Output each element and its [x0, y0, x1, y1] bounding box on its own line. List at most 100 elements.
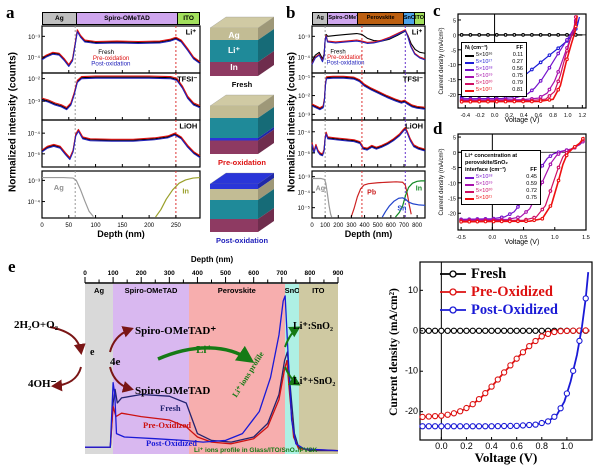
panel-e-depth-axis: 0 100 200 300 400 500 600 700 800 900 [83, 270, 344, 284]
svg-text:10⁻⁴: 10⁻⁴ [28, 55, 41, 62]
svg-text:-20: -20 [448, 93, 456, 99]
svg-text:-10: -10 [405, 366, 418, 376]
svg-text:Fresh: Fresh [330, 49, 345, 55]
stack-box-post-oxidation [209, 172, 275, 232]
jv-ylabel: Current density (mA/cm²) [388, 288, 400, 416]
svg-text:10: 10 [408, 285, 418, 295]
svg-text:TFSI⁻: TFSI⁻ [403, 74, 423, 83]
svg-text:1.5: 1.5 [582, 235, 590, 241]
panel-a-layer-bar: Ag Spiro-OMeTAD ITO [42, 12, 200, 25]
band-label: Perovskite [217, 286, 256, 295]
svg-text:600: 600 [386, 223, 397, 229]
svg-text:0: 0 [310, 223, 314, 229]
panel-b-xlabel: Depth (nm) [344, 229, 393, 239]
svg-text:10⁻⁵: 10⁻⁵ [298, 205, 311, 212]
svg-text:Pre-oxidation: Pre-oxidation [93, 55, 130, 62]
svg-text:10⁻⁴: 10⁻⁴ [28, 199, 41, 206]
svg-text:-20: -20 [448, 212, 456, 218]
layer-segment-Ag: Ag [313, 13, 328, 24]
stack-box-pre-oxidation [209, 94, 275, 154]
svg-text:0: 0 [83, 270, 87, 277]
panel-d-legend: Li⁺ concentration at perovskite/SnO₂ inter… [461, 150, 541, 205]
svg-text:200: 200 [333, 223, 344, 229]
svg-text:10⁻³: 10⁻³ [298, 113, 310, 119]
svg-text:-10: -10 [448, 63, 456, 69]
panel-a-elements-chart: 0 50 100 150 200 250 10⁻³ 10⁻⁴ Ag In [28, 170, 201, 229]
svg-text:1.0: 1.0 [564, 113, 572, 119]
layer-segment-ITO: ITO [177, 13, 199, 24]
arrow-to-hydroxide [51, 366, 82, 392]
band-label: Ag [94, 286, 105, 295]
stack-box-pre-caption: Pre-oxidation [218, 158, 266, 167]
svg-text:10⁻⁴: 10⁻⁴ [298, 129, 311, 136]
svg-text:700: 700 [399, 223, 410, 229]
panel-b-tfsi-chart: 10⁻¹ 10⁻² 10⁻³ TFSI⁻ [298, 72, 426, 121]
svg-text:250: 250 [171, 223, 182, 229]
jv-legend-item-Post-Oxidized: Post-Oxidized [440, 301, 558, 319]
svg-text:1.0: 1.0 [561, 441, 574, 451]
panel-e-layer-bands: Ag Spiro-OMeTAD Perovskite SnO₂ ITO [85, 284, 338, 454]
panel-e-eq-water-oxygen: 2H₂O+O₂ [14, 319, 59, 331]
band-ITO: ITO [298, 284, 338, 454]
svg-text:0: 0 [413, 325, 418, 335]
panel-e-label: e [8, 257, 16, 276]
svg-text:10⁻²: 10⁻² [298, 94, 310, 100]
svg-text:500: 500 [373, 223, 384, 229]
svg-text:0: 0 [40, 223, 44, 229]
svg-text:300: 300 [164, 270, 175, 277]
svg-text:10⁻³: 10⁻³ [28, 35, 40, 41]
panel-a-ylabel: Normalized intensity (counts) [7, 51, 19, 193]
svg-text:0.6: 0.6 [535, 113, 543, 119]
svg-text:10⁻⁵: 10⁻⁵ [298, 150, 311, 157]
panel-d-ylabel: Current density (mA/cm²) [439, 148, 445, 216]
stack-box-fresh: Ag Li⁺ In [209, 16, 275, 76]
svg-text:0: 0 [453, 151, 456, 157]
panel-e-li-doped-sno2-label: Li⁺:SnO₂ [293, 321, 333, 332]
layer-segment-Ag: Ag [43, 13, 76, 24]
panel-e-depth-axis-title: Depth (nm) [190, 255, 234, 264]
svg-text:In: In [416, 186, 422, 193]
svg-text:5: 5 [453, 18, 456, 24]
layer-segment-Perovskite: Perovskite [357, 13, 403, 24]
svg-text:Fresh: Fresh [98, 49, 114, 56]
svg-text:400: 400 [360, 223, 371, 229]
panel-b-label: b [286, 3, 296, 22]
panel-e-pre-curve-label: Pre-Oxidized [143, 420, 191, 430]
svg-text:400: 400 [192, 270, 203, 277]
svg-text:Post-oxidation: Post-oxidation [326, 61, 364, 67]
svg-text:Li⁺: Li⁺ [412, 27, 423, 36]
svg-text:10⁻⁴: 10⁻⁴ [298, 55, 311, 62]
svg-text:Sn: Sn [397, 205, 406, 212]
svg-text:10⁻⁴: 10⁻⁴ [28, 131, 41, 138]
svg-text:Ag: Ag [54, 183, 64, 192]
panel-e-four-electron-label: 4e [110, 356, 121, 368]
panel-d-xlabel: Voltage (V) [504, 239, 540, 246]
svg-text:Li⁺: Li⁺ [186, 27, 197, 36]
panel-e-li-label: Li⁺ [196, 344, 213, 356]
svg-text:-5: -5 [451, 166, 456, 172]
svg-text:0.4: 0.4 [485, 441, 498, 451]
panel-d-label: d [433, 119, 443, 138]
panel-a-lioh-chart: 10⁻⁴ 10⁻⁵ LiOH [28, 119, 201, 168]
svg-text:0.0: 0.0 [435, 441, 448, 451]
svg-text:0.2: 0.2 [460, 441, 473, 451]
panel-c-label: c [433, 1, 441, 20]
jv-legend-item-Fresh: Fresh [440, 265, 558, 283]
panel-a-li-chart: 10⁻³ 10⁻⁴ Li⁺ FreshPre-oxidationPost-oxidat… [28, 25, 201, 74]
svg-text:200: 200 [144, 223, 155, 229]
svg-text:Li⁺: Li⁺ [228, 45, 241, 55]
svg-text:0.8: 0.8 [549, 113, 557, 119]
svg-text:10⁻³: 10⁻³ [28, 179, 40, 185]
svg-text:In: In [230, 62, 238, 72]
svg-text:100: 100 [91, 223, 102, 229]
svg-text:-0.4: -0.4 [461, 113, 470, 119]
svg-text:-0.2: -0.2 [475, 113, 484, 119]
svg-text:10⁻³: 10⁻³ [298, 35, 310, 41]
svg-text:100: 100 [108, 270, 119, 277]
layer-segment-Spiro-OMeTAD: Spiro-OMeTAD [75, 13, 178, 24]
svg-text:800: 800 [304, 270, 315, 277]
svg-text:0.2: 0.2 [505, 113, 513, 119]
band-label: SnO₂ [284, 286, 304, 295]
